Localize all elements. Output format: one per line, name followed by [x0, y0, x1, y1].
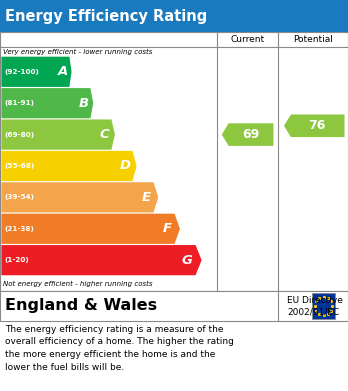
Text: D: D — [119, 160, 130, 172]
Text: G: G — [182, 254, 192, 267]
Text: C: C — [100, 128, 110, 141]
Text: The energy efficiency rating is a measure of the
overall efficiency of a home. T: The energy efficiency rating is a measur… — [5, 325, 234, 372]
Text: England & Wales: England & Wales — [5, 298, 157, 314]
Text: Potential: Potential — [293, 35, 333, 44]
Polygon shape — [1, 57, 72, 87]
Polygon shape — [1, 245, 201, 275]
Bar — [0, 0, 348, 32]
Text: E: E — [142, 191, 151, 204]
Text: (81-91): (81-91) — [4, 100, 34, 106]
Polygon shape — [1, 182, 158, 212]
Text: Energy Efficiency Rating: Energy Efficiency Rating — [5, 9, 207, 23]
Text: EU Directive
2002/91/EC: EU Directive 2002/91/EC — [287, 296, 343, 316]
Bar — [0, 291, 348, 321]
Text: Very energy efficient - lower running costs: Very energy efficient - lower running co… — [3, 48, 153, 55]
Text: A: A — [58, 65, 68, 78]
Text: Current: Current — [230, 35, 265, 44]
Polygon shape — [1, 213, 180, 244]
Text: B: B — [79, 97, 89, 110]
Polygon shape — [1, 120, 115, 150]
Bar — [312, 292, 335, 319]
Text: Not energy efficient - higher running costs: Not energy efficient - higher running co… — [3, 281, 153, 287]
Text: (92-100): (92-100) — [4, 69, 39, 75]
Polygon shape — [1, 88, 93, 118]
Text: (1-20): (1-20) — [4, 257, 29, 263]
Polygon shape — [284, 115, 345, 137]
Text: (69-80): (69-80) — [4, 132, 34, 138]
Text: 76: 76 — [308, 119, 325, 132]
Text: F: F — [163, 222, 172, 235]
Text: 69: 69 — [243, 128, 260, 141]
Text: (55-68): (55-68) — [4, 163, 34, 169]
Text: (39-54): (39-54) — [4, 194, 34, 200]
Bar — [0, 32, 348, 291]
Polygon shape — [1, 151, 136, 181]
Text: (21-38): (21-38) — [4, 226, 34, 232]
Polygon shape — [222, 123, 274, 146]
